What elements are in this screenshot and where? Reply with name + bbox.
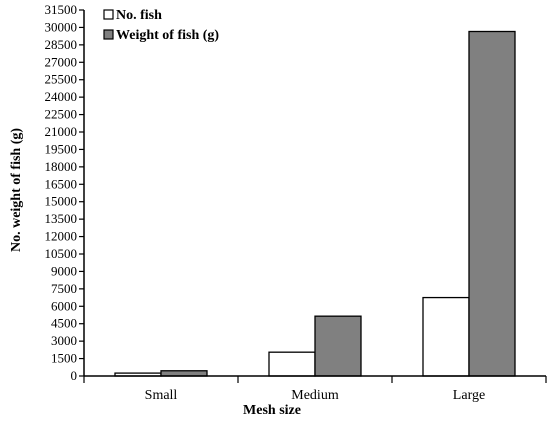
bar-no-fish-medium: [268, 351, 316, 377]
y-tick-label: 15000: [45, 194, 78, 209]
x-category-label: Small: [145, 388, 178, 403]
y-tick-label: 9000: [51, 263, 77, 278]
legend-label-weight-of-fish: Weight of fish (g): [116, 28, 219, 43]
axes: [83, 10, 546, 377]
legend-swatch-no-fish: [103, 9, 114, 20]
y-tick-label: 4500: [51, 316, 77, 331]
y-tick-label: 22500: [45, 107, 78, 122]
legend-label-no-fish: No. fish: [116, 8, 162, 23]
y-tick-label: 27000: [45, 54, 78, 69]
y-tick-label: 31500: [45, 2, 78, 17]
legend: No. fish Weight of fish (g): [103, 8, 219, 43]
bars: [114, 30, 516, 377]
bar-no-fish-large: [422, 296, 470, 377]
y-tick-label: 6000: [51, 298, 77, 313]
y-tick-label: 13500: [45, 211, 78, 226]
bar-weight-of-fish-large: [468, 30, 516, 377]
bar-weight-of-fish-medium: [314, 315, 362, 377]
y-tick-label: 0: [71, 368, 78, 383]
y-tick-label: 10500: [45, 246, 78, 261]
y-axis-ticks: 0 1500 3000 4500 6000 7500 9000 10500 12000 13500…: [45, 2, 84, 383]
legend-swatch-weight-of-fish: [103, 29, 114, 40]
y-tick-label: 1500: [51, 351, 77, 366]
y-tick-label: 28500: [45, 37, 78, 52]
y-tick-label: 12000: [45, 229, 78, 244]
y-tick-label: 16500: [45, 176, 78, 191]
y-axis-title: No. weight of fish (g): [9, 128, 24, 252]
y-tick-label: 21000: [45, 124, 78, 139]
x-category-label: Medium: [291, 388, 339, 403]
y-tick-label: 3000: [51, 333, 77, 348]
y-tick-label: 7500: [51, 281, 77, 296]
x-axis-title: Mesh size: [243, 403, 301, 418]
y-tick-label: 24000: [45, 89, 78, 104]
y-tick-label: 18000: [45, 159, 78, 174]
y-tick-label: 19500: [45, 141, 78, 156]
bar-weight-of-fish-small: [160, 370, 208, 377]
x-axis-categories: Small Medium Large: [83, 376, 547, 403]
x-category-label: Large: [453, 388, 485, 403]
y-tick-label: 30000: [45, 19, 78, 34]
y-tick-label: 25500: [45, 72, 78, 87]
